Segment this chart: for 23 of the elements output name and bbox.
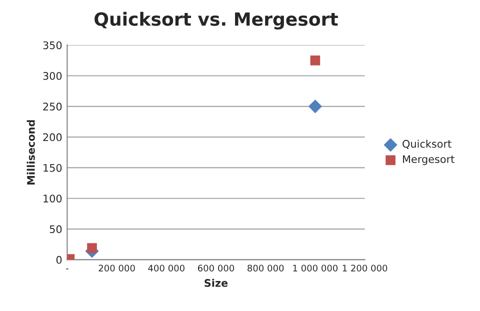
x-tick-label: 200 000 bbox=[98, 264, 135, 272]
point bbox=[87, 243, 97, 253]
y-tick-label: 200 bbox=[43, 133, 62, 142]
y-tick-label: 250 bbox=[43, 102, 62, 111]
y-tick-label: 300 bbox=[43, 72, 62, 80]
point bbox=[310, 56, 320, 66]
x-tick-label: 1 000 000 bbox=[293, 264, 338, 272]
legend-label: Quicksort bbox=[402, 140, 452, 149]
legend-label: Mergesort bbox=[403, 155, 454, 166]
x-axis-title: Size bbox=[204, 278, 228, 287]
y-tick-label: 0 bbox=[56, 256, 62, 264]
y-tick-label: 150 bbox=[44, 164, 62, 172]
x-tick-label: - bbox=[66, 268, 68, 270]
x-tick-label: 1 200 000 bbox=[342, 264, 388, 272]
point bbox=[308, 100, 322, 114]
y-tick-label: 50 bbox=[50, 225, 62, 234]
chart-title: Quicksort vs. Mergesort bbox=[94, 12, 338, 30]
y-axis-title: Millisecond bbox=[26, 120, 35, 184]
y-tick-label: 100 bbox=[44, 194, 62, 202]
x-tick-label: 400 000 bbox=[148, 264, 184, 272]
y-tick-label: 350 bbox=[43, 41, 62, 50]
x-tick-label: 600 000 bbox=[198, 264, 234, 272]
x-tick-label: 800 000 bbox=[248, 264, 284, 272]
